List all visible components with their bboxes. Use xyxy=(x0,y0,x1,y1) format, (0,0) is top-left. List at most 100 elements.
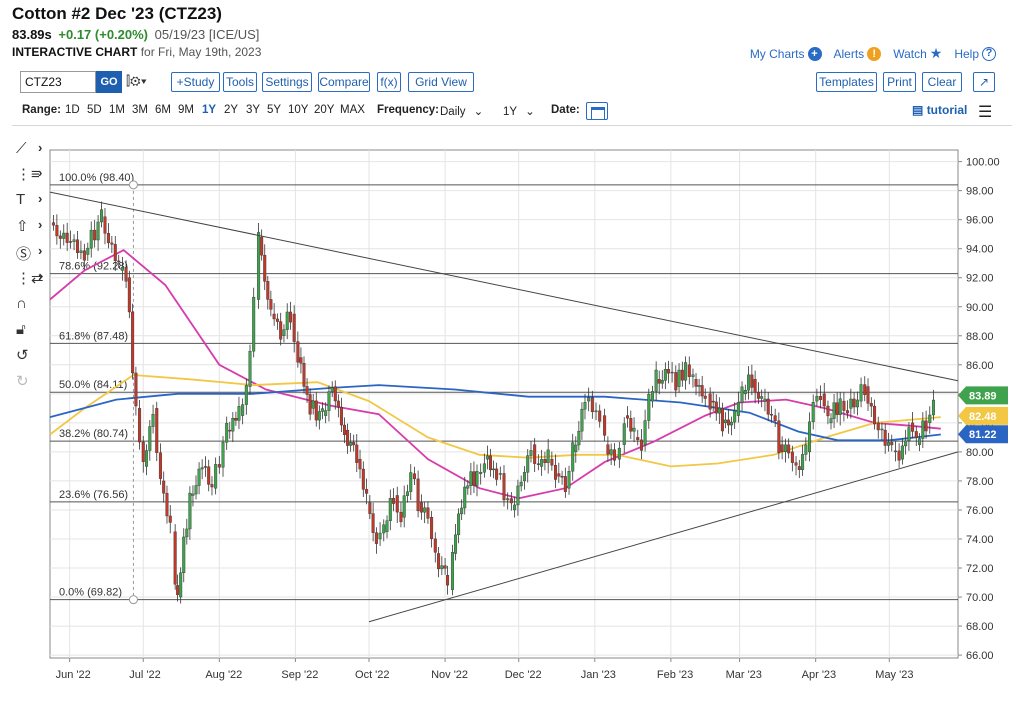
candle-body xyxy=(577,430,581,446)
candle-body xyxy=(516,485,520,506)
candle-body xyxy=(423,507,427,513)
period-dropdown[interactable]: 1Y ⌄ xyxy=(503,104,535,118)
range-6m[interactable]: 6M xyxy=(155,104,171,116)
arrow-tool[interactable]: ⇧ › xyxy=(14,217,50,241)
price-label-text: 83.89 xyxy=(969,390,997,402)
menu-icon[interactable]: ☰ xyxy=(978,104,993,121)
range-5d[interactable]: 5D xyxy=(87,104,102,116)
fib-tool[interactable]: ⋮≡ › xyxy=(14,165,50,189)
watch-link[interactable]: Watch ★ xyxy=(893,45,942,62)
magnet-tool[interactable]: ∩ xyxy=(14,295,50,319)
candle-body xyxy=(93,229,97,241)
candle-body xyxy=(907,427,911,441)
candle-body xyxy=(158,452,162,479)
lock-tool[interactable]: 🔓︎ xyxy=(14,321,50,345)
range-bar: Range: 1D 5D 1M 3M 6M 9M 1Y 2Y 3Y 5Y 10Y… xyxy=(20,102,998,122)
symbol-input[interactable] xyxy=(20,71,96,93)
candle-body xyxy=(832,402,836,419)
candle-body xyxy=(852,398,856,408)
candle-body xyxy=(299,357,303,364)
candle-body xyxy=(333,386,337,402)
page-title: Cotton #2 Dec '23 (CTZ23) xyxy=(12,4,222,23)
candle-body xyxy=(720,407,724,432)
frequency-dropdown[interactable]: Daily ⌄ xyxy=(440,104,483,118)
candle-body xyxy=(846,410,850,414)
undo-tool[interactable]: ↺ xyxy=(14,346,50,370)
y-tick-label: 96.00 xyxy=(966,215,994,227)
chart-subtitle: INTERACTIVE CHART for Fri, May 19th, 202… xyxy=(12,45,261,59)
fib-level-label: 61.8% (87.48) xyxy=(59,330,128,342)
candle-body xyxy=(914,431,918,438)
dollar-tool-icon: Ⓢ xyxy=(16,246,32,263)
dollar-tool[interactable]: Ⓢ › xyxy=(14,243,50,267)
range-1d[interactable]: 1D xyxy=(65,104,80,116)
help-label: Help xyxy=(954,46,979,61)
candle-body xyxy=(526,455,530,473)
range-1m[interactable]: 1M xyxy=(109,104,125,116)
chevron-right-icon: › xyxy=(38,191,43,206)
range-20y[interactable]: 20Y xyxy=(314,104,335,116)
redo-tool[interactable]: ↻ xyxy=(14,372,50,396)
my-charts-link[interactable]: My Charts + xyxy=(750,46,822,61)
tools-button[interactable]: Tools xyxy=(223,72,257,92)
candle-body xyxy=(880,428,884,431)
range-9m[interactable]: 9M xyxy=(178,104,194,116)
candle-body xyxy=(302,363,306,387)
interactive-chart-label: INTERACTIVE CHART xyxy=(12,45,138,59)
candle-body xyxy=(155,408,159,453)
candle-body xyxy=(533,444,537,464)
measure-tool-icon: ⋮⇄ xyxy=(16,270,44,287)
settings-button[interactable]: Settings xyxy=(262,72,312,92)
expand-icon[interactable]: ↗ xyxy=(973,72,995,92)
candle-body xyxy=(663,369,667,381)
candle-body xyxy=(622,423,626,445)
candle-body xyxy=(838,398,842,415)
candle-body xyxy=(231,418,235,432)
candle-body xyxy=(826,405,830,417)
candle-body xyxy=(666,369,670,374)
range-3y[interactable]: 3Y xyxy=(246,104,261,116)
text-tool[interactable]: T › xyxy=(14,191,50,215)
calendar-icon[interactable] xyxy=(586,102,608,120)
chart-type-dropdown[interactable]: ⫿⚙▾ xyxy=(126,73,147,89)
templates-button[interactable]: Templates xyxy=(816,72,877,92)
compare-button[interactable]: Compare xyxy=(318,72,370,92)
candle-body xyxy=(727,419,731,426)
range-max[interactable]: MAX xyxy=(340,104,365,116)
candle-body xyxy=(352,442,356,446)
candle-body xyxy=(374,532,378,544)
candle-body xyxy=(141,441,145,462)
candle-body xyxy=(248,350,252,387)
range-2y[interactable]: 2Y xyxy=(224,104,239,116)
measure-tool[interactable]: ⋮⇄ › xyxy=(14,269,50,293)
candle-body xyxy=(890,442,894,446)
candle-body xyxy=(740,386,744,403)
candle-body xyxy=(419,502,423,513)
candle-body xyxy=(790,451,794,463)
study-button[interactable]: +Study xyxy=(171,72,220,92)
film-icon: ▤ xyxy=(912,103,924,117)
print-button[interactable]: Print xyxy=(883,72,916,92)
clear-button[interactable]: Clear xyxy=(922,72,962,92)
tutorial-link[interactable]: ▤ tutorial xyxy=(912,103,967,117)
chevron-down-icon: ⌄ xyxy=(473,106,484,118)
candle-body xyxy=(100,209,104,223)
candle-body xyxy=(546,449,550,463)
help-link[interactable]: Help? xyxy=(954,46,996,61)
candle-body xyxy=(674,372,678,391)
candle-body xyxy=(145,450,149,467)
candle-body xyxy=(498,473,502,475)
go-button[interactable]: GO xyxy=(96,71,122,93)
alerts-link[interactable]: Alerts! xyxy=(834,46,882,61)
grid-view-button[interactable]: Grid View xyxy=(408,72,474,92)
function-button[interactable]: f(x) xyxy=(377,72,401,92)
candle-body xyxy=(173,531,177,585)
range-3m[interactable]: 3M xyxy=(132,104,148,116)
line-tool[interactable]: ⟋ › xyxy=(14,140,50,164)
range-10y[interactable]: 10Y xyxy=(288,104,309,116)
candle-body xyxy=(282,329,286,336)
range-1y[interactable]: 1Y xyxy=(202,104,217,116)
range-5y[interactable]: 5Y xyxy=(267,104,282,116)
candle-body xyxy=(777,420,781,453)
